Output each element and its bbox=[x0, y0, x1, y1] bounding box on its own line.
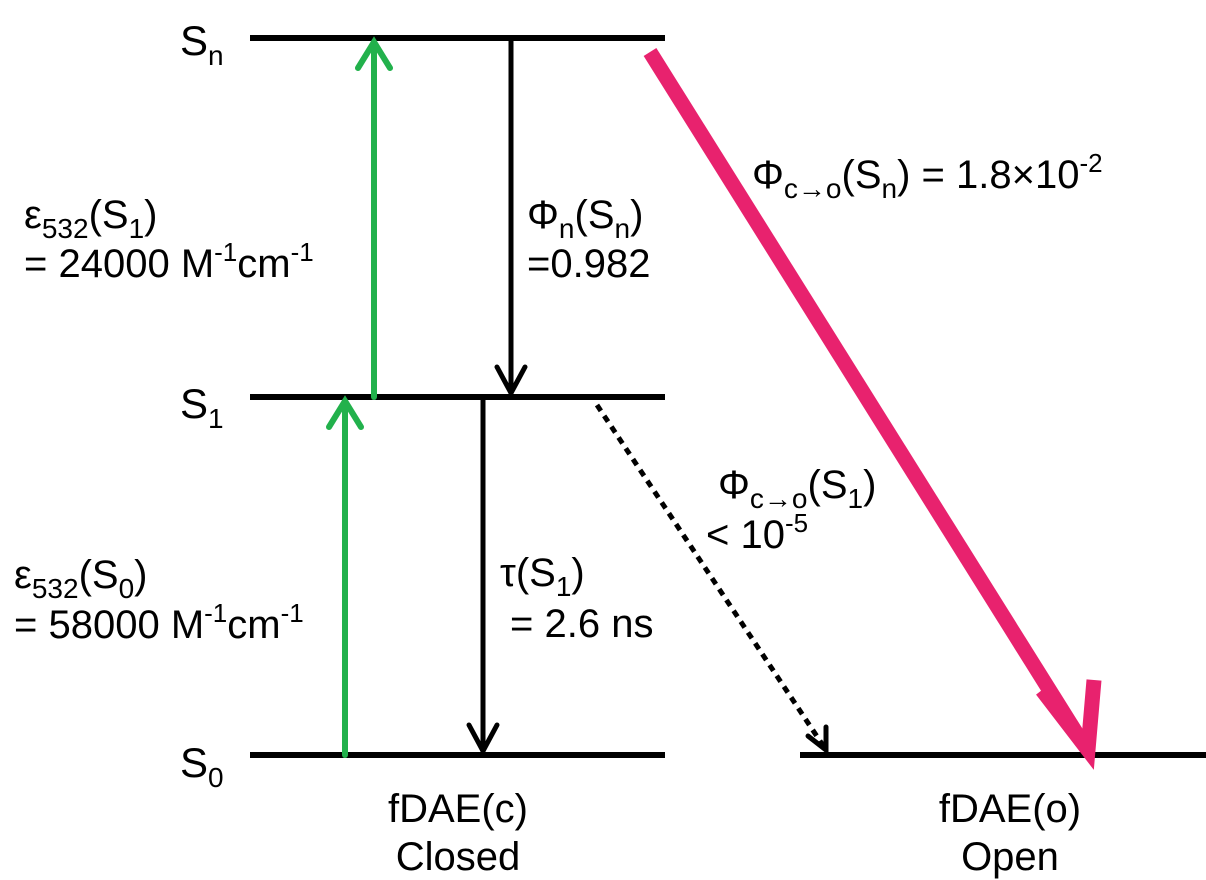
label-epsilon-s0-value: = 58000 M-1cm-1 bbox=[14, 598, 304, 647]
label-phi-co-s1-value: < 10-5 bbox=[706, 508, 808, 557]
label-epsilon-s1: ε532(S1) bbox=[24, 193, 157, 244]
decay-arrow-sn-s1 bbox=[494, 35, 528, 399]
isomer-closed-name: fDAE(c) bbox=[388, 787, 528, 831]
label-phi-co-s1: Φc→o(S1) bbox=[718, 463, 876, 514]
isomer-open-name: fDAE(o) bbox=[939, 787, 1081, 831]
excitation-arrow-s0-s1 bbox=[326, 395, 364, 758]
excitation-arrow-s1-sn bbox=[355, 36, 393, 400]
label-tau-value: = 2.6 ns bbox=[510, 602, 653, 646]
label-tau: τ(S1) bbox=[500, 551, 585, 602]
label-phi-n-value: =0.982 bbox=[527, 242, 650, 286]
state-label-sn: Sn bbox=[180, 17, 224, 71]
decay-arrow-s1-s0 bbox=[466, 394, 500, 757]
isomer-closed-form: Closed bbox=[396, 835, 521, 879]
photoswitch-arrow-sn-open bbox=[643, 48, 1102, 770]
label-epsilon-s0: ε532(S0) bbox=[14, 553, 147, 604]
isomer-open-form: Open bbox=[961, 835, 1059, 879]
state-label-s1: S1 bbox=[180, 380, 224, 434]
state-label-s0: S0 bbox=[180, 739, 224, 793]
label-phi-co-sn: Φc→o(Sn) = 1.8×10-2 bbox=[752, 148, 1103, 204]
dotted-arrow-s1-open bbox=[594, 403, 829, 756]
label-epsilon-s1-value: = 24000 M-1cm-1 bbox=[24, 237, 314, 286]
label-phi-n: Φn(Sn) bbox=[527, 193, 643, 244]
